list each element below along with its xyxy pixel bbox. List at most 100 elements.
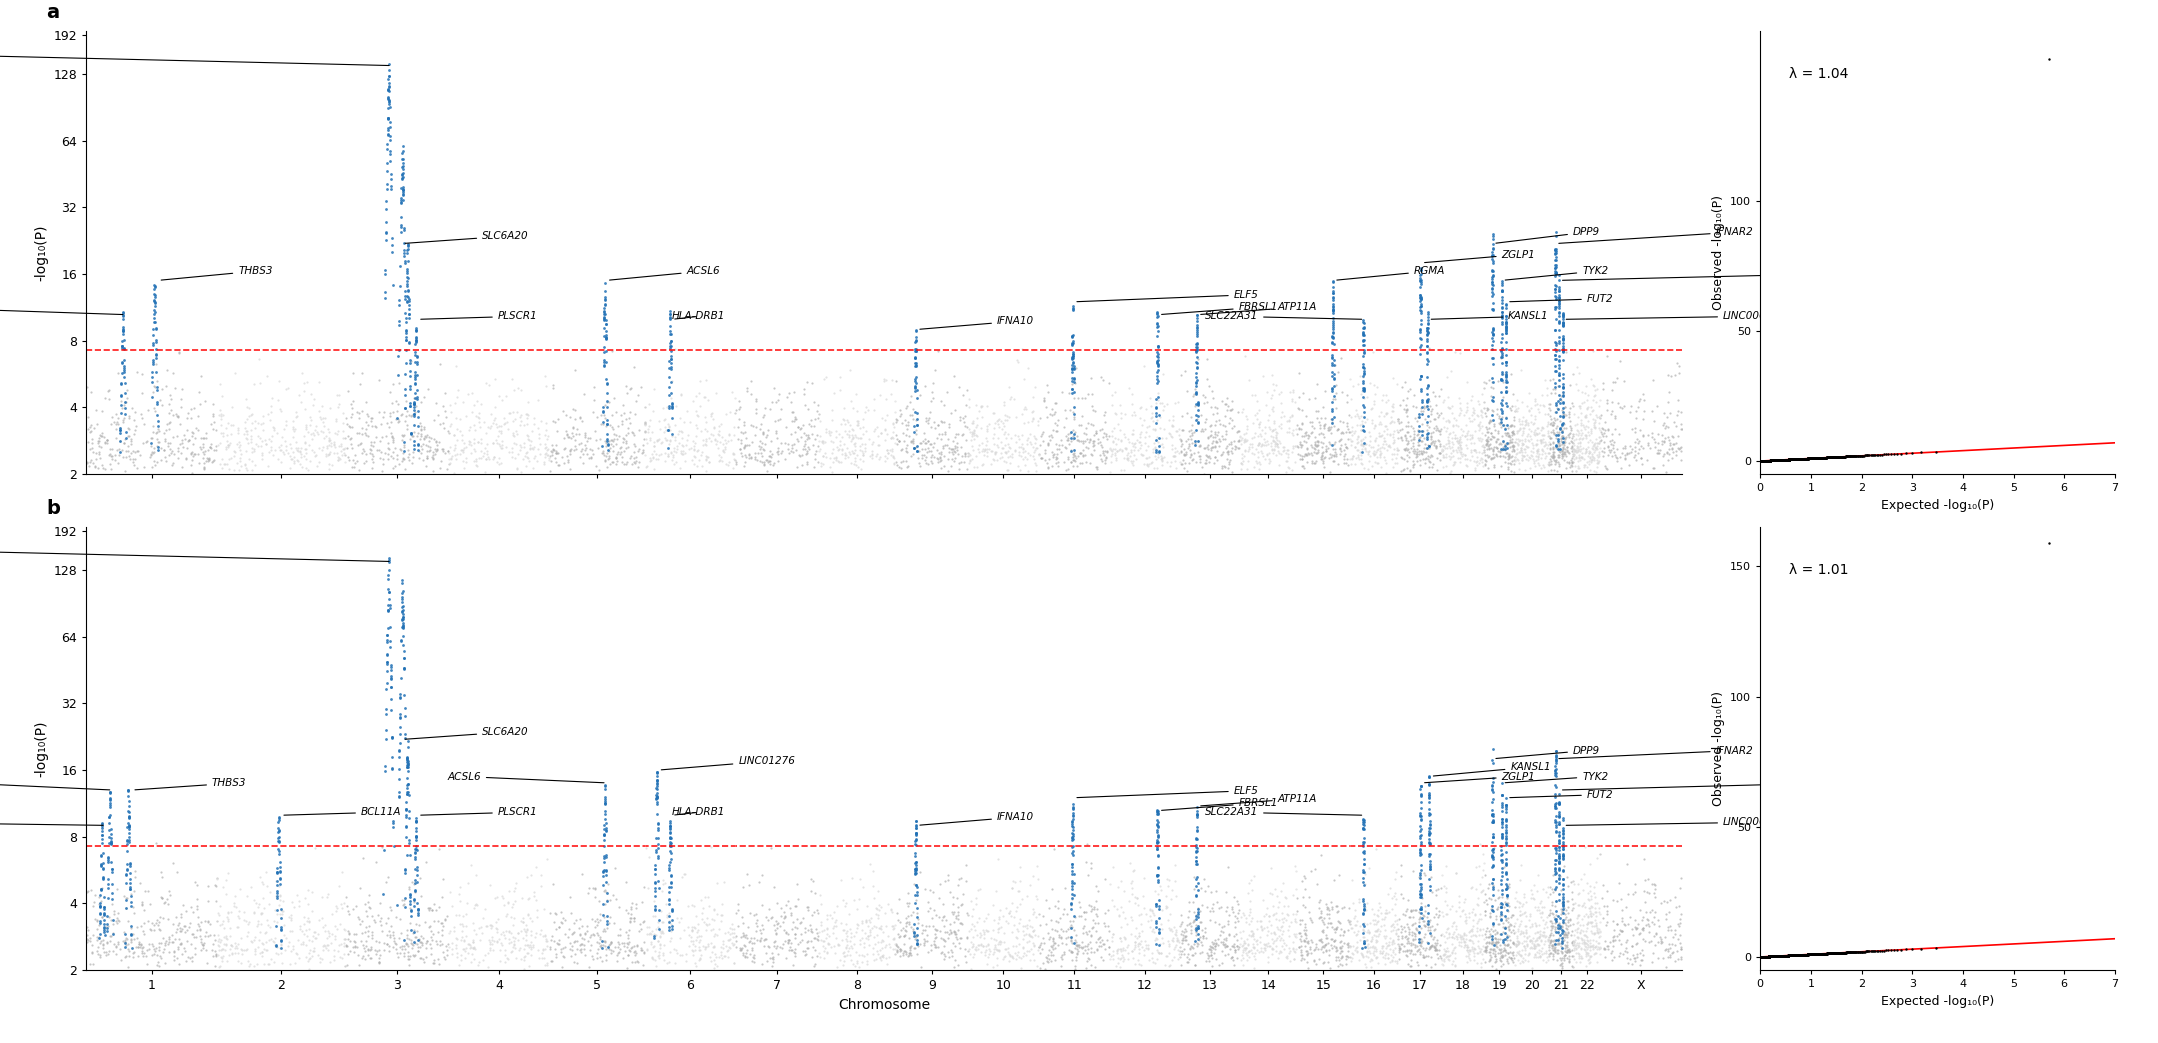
Point [326, 945, 360, 962]
Point [84, 816, 119, 832]
Point [86, 869, 121, 886]
Point [956, 428, 991, 444]
Point [654, 903, 688, 920]
Point [1759, 948, 1793, 965]
Point [1536, 940, 1571, 956]
Point [1010, 451, 1044, 467]
Point [1306, 921, 1340, 938]
Point [1288, 899, 1323, 916]
Point [1748, 453, 1783, 469]
Point [1256, 905, 1290, 922]
Point [252, 404, 287, 420]
Point [1131, 456, 1165, 472]
Point [1789, 946, 1824, 963]
Point [1774, 451, 1808, 467]
Point [1640, 426, 1675, 442]
Point [1752, 948, 1787, 965]
Point [1055, 328, 1090, 344]
Point [1008, 927, 1042, 944]
Point [1778, 451, 1813, 467]
Point [581, 945, 615, 962]
Point [1772, 452, 1806, 468]
Point [1778, 451, 1813, 467]
Point [572, 928, 606, 945]
Point [835, 421, 870, 438]
Point [1757, 452, 1791, 468]
Point [1757, 948, 1791, 965]
Point [818, 914, 852, 930]
Point [654, 815, 688, 831]
Point [1748, 453, 1783, 469]
Point [147, 442, 181, 459]
Point [1541, 931, 1575, 948]
Point [1183, 931, 1217, 948]
Point [1761, 948, 1795, 965]
Point [1034, 406, 1068, 422]
Point [1454, 935, 1489, 951]
Point [1340, 913, 1375, 929]
Point [1016, 923, 1051, 940]
Point [1590, 439, 1625, 456]
Point [596, 442, 630, 459]
Point [419, 902, 453, 919]
Point [1377, 422, 1411, 439]
Point [1344, 437, 1379, 454]
Point [166, 940, 201, 956]
Point [1767, 947, 1802, 964]
Point [583, 462, 617, 479]
Point [1787, 946, 1821, 963]
Point [1489, 448, 1524, 465]
Point [1761, 948, 1795, 965]
Point [1752, 453, 1787, 469]
Point [1748, 948, 1783, 965]
Point [216, 443, 250, 460]
Point [1558, 431, 1593, 447]
Point [1759, 948, 1793, 965]
Point [1748, 948, 1783, 965]
Point [1331, 939, 1366, 955]
Point [1802, 946, 1836, 963]
Point [1489, 354, 1524, 370]
Point [1746, 948, 1780, 965]
Point [1746, 453, 1780, 469]
Point [1282, 399, 1316, 416]
Point [511, 428, 546, 444]
Point [162, 344, 196, 361]
Point [1748, 948, 1783, 965]
Point [391, 763, 425, 780]
Point [1470, 935, 1504, 951]
Point [1750, 453, 1785, 469]
Point [278, 944, 313, 961]
Point [766, 903, 801, 920]
Point [1094, 428, 1129, 444]
Point [1754, 948, 1789, 965]
Point [1785, 451, 1819, 467]
Point [1394, 463, 1429, 480]
Point [898, 825, 932, 842]
Point [1206, 936, 1241, 952]
Point [1539, 880, 1573, 897]
Point [1409, 326, 1444, 343]
Point [1495, 906, 1530, 923]
Point [876, 418, 911, 435]
Point [1776, 947, 1811, 964]
Point [1539, 923, 1573, 940]
Point [419, 442, 453, 459]
Point [1131, 457, 1165, 474]
Point [1150, 454, 1185, 470]
Point [1549, 926, 1584, 943]
Point [693, 897, 727, 914]
Point [736, 948, 770, 965]
Point [1472, 935, 1506, 951]
Point [244, 415, 278, 432]
Point [1301, 403, 1336, 419]
Point [1495, 437, 1530, 454]
Point [1778, 947, 1813, 964]
Point [1776, 947, 1811, 964]
Point [1295, 446, 1329, 463]
Point [1463, 911, 1498, 927]
Point [1116, 404, 1150, 420]
Point [1452, 931, 1487, 948]
Point [805, 433, 839, 450]
Point [1351, 936, 1385, 952]
